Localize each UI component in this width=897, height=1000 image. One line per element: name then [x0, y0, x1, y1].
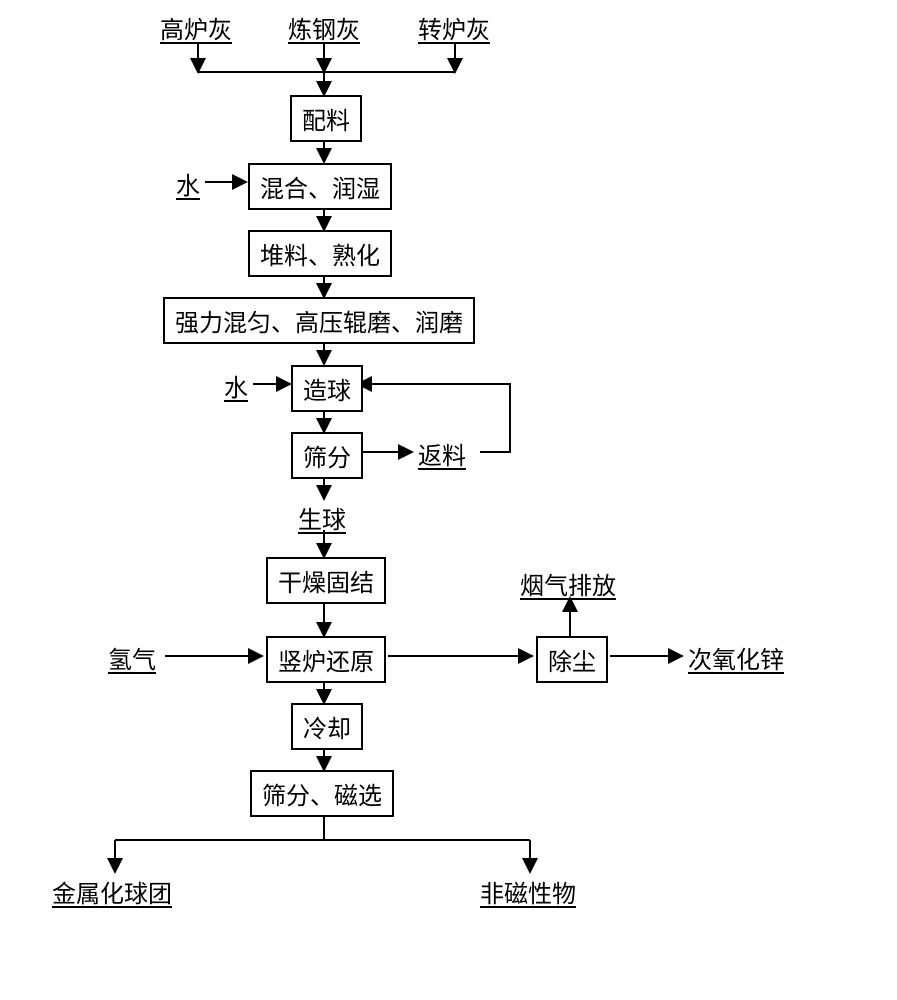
node-input2: 炼钢灰 — [288, 10, 360, 45]
node-step9: 冷却 — [291, 703, 363, 750]
node-step10: 筛分、磁选 — [250, 770, 394, 817]
node-step8: 竖炉还原 — [266, 636, 386, 683]
node-input1: 高炉灰 — [160, 10, 232, 45]
node-return: 返料 — [418, 436, 466, 471]
node-step6: 筛分 — [291, 432, 363, 479]
flowchart-arrows — [0, 0, 897, 1000]
node-output1: 金属化球团 — [52, 874, 172, 909]
node-greenball: 生球 — [298, 500, 346, 535]
node-step3: 堆料、熟化 — [248, 230, 392, 277]
node-emission: 烟气排放 — [520, 566, 616, 601]
node-step1: 配料 — [290, 95, 362, 142]
node-water2: 水 — [224, 368, 248, 403]
node-step2: 混合、润湿 — [248, 163, 392, 210]
node-input3: 转炉灰 — [418, 10, 490, 45]
node-dust: 除尘 — [536, 636, 608, 683]
node-step4: 强力混匀、高压辊磨、润磨 — [163, 297, 475, 344]
node-hydrogen: 氢气 — [108, 640, 156, 675]
node-step5: 造球 — [291, 365, 363, 412]
node-step7: 干燥固结 — [266, 557, 386, 604]
node-water1: 水 — [176, 166, 200, 201]
node-output2: 非磁性物 — [480, 874, 576, 909]
node-zincoxide: 次氧化锌 — [688, 640, 784, 675]
